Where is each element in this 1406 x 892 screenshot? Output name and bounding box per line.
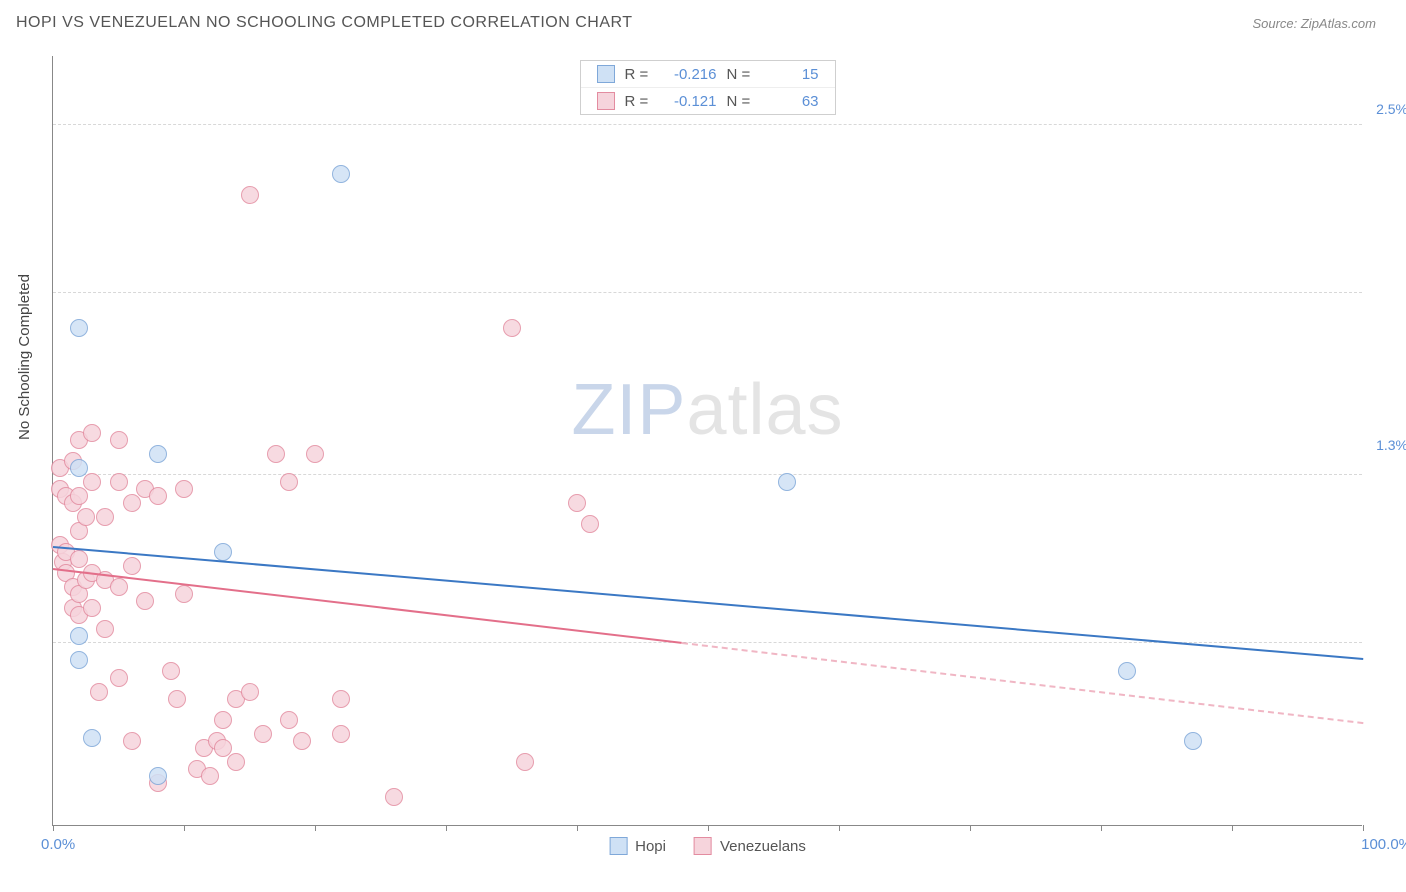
venezuelans-r-value: -0.121 [665,93,717,110]
venezuelans-point [123,494,141,512]
hopi-point [70,651,88,669]
venezuelans-point [149,487,167,505]
venezuelans-point [136,592,154,610]
watermark: ZIPatlas [571,369,843,451]
venezuelans-label: Venezuelans [720,838,806,855]
correlation-row-hopi: R = -0.216 N = 15 [581,61,835,87]
x-tick [184,825,185,831]
legend-item-venezuelans: Venezuelans [694,837,806,855]
chart-title: HOPI VS VENEZUELAN NO SCHOOLING COMPLETE… [16,14,633,32]
x-tick [970,825,971,831]
venezuelans-point [267,445,285,463]
venezuelans-point [227,753,245,771]
venezuelans-point [385,788,403,806]
venezuelans-point [77,508,95,526]
x-tick [839,825,840,831]
venezuelans-point [90,683,108,701]
venezuelans-point [175,585,193,603]
watermark-atlas: atlas [686,370,843,450]
gridline: 5.0% [53,124,1362,125]
venezuelans-point [110,578,128,596]
y-tick-label: 2.5% [1376,101,1406,117]
venezuelans-point [516,753,534,771]
hopi-point [778,473,796,491]
n-label: N = [727,93,757,110]
x-tick [708,825,709,831]
hopi-point [70,319,88,337]
y-axis-label: No Schooling Completed [16,274,33,440]
x-max-label: 100.0% [1361,836,1406,853]
venezuelans-swatch-icon [597,92,615,110]
venezuelans-point [241,186,259,204]
venezuelans-point [175,480,193,498]
venezuelans-point [293,732,311,750]
venezuelans-trendline [682,642,1363,724]
venezuelans-point [581,515,599,533]
hopi-point [1118,662,1136,680]
gridline: 3.8% [53,292,1362,293]
venezuelans-point [123,557,141,575]
venezuelans-point [332,690,350,708]
venezuelans-point [280,711,298,729]
hopi-point [214,543,232,561]
hopi-swatch-icon [609,837,627,855]
hopi-n-value: 15 [767,66,819,83]
r-label: R = [625,93,655,110]
source-name: ZipAtlas.com [1301,16,1376,31]
venezuelans-point [110,473,128,491]
scatter-plot: ZIPatlas R = -0.216 N = 15 R = -0.121 N … [52,56,1362,826]
venezuelans-point [503,319,521,337]
watermark-zip: ZIP [571,370,686,450]
venezuelans-point [96,620,114,638]
r-label: R = [625,66,655,83]
hopi-point [149,767,167,785]
correlation-legend: R = -0.216 N = 15 R = -0.121 N = 63 [580,60,836,115]
hopi-point [1184,732,1202,750]
x-tick [53,825,54,831]
venezuelans-point [162,662,180,680]
venezuelans-point [280,473,298,491]
hopi-label: Hopi [635,838,666,855]
venezuelans-point [83,424,101,442]
source-prefix: Source: [1252,16,1300,31]
series-legend: Hopi Venezuelans [609,837,806,855]
x-tick [315,825,316,831]
hopi-point [70,627,88,645]
venezuelans-point [83,599,101,617]
hopi-point [332,165,350,183]
venezuelans-point [96,508,114,526]
venezuelans-point [568,494,586,512]
x-tick [577,825,578,831]
hopi-point [83,729,101,747]
gridline: 2.5% [53,474,1362,475]
hopi-point [70,459,88,477]
legend-item-hopi: Hopi [609,837,666,855]
venezuelans-point [110,669,128,687]
source-attribution: Source: ZipAtlas.com [1252,16,1376,31]
y-tick-label: 1.3% [1376,437,1406,453]
x-tick [446,825,447,831]
correlation-row-venezuelans: R = -0.121 N = 63 [581,87,835,114]
x-tick [1232,825,1233,831]
venezuelans-point [168,690,186,708]
x-tick [1363,825,1364,831]
venezuelans-point [110,431,128,449]
venezuelans-point [332,725,350,743]
hopi-point [149,445,167,463]
venezuelans-n-value: 63 [767,93,819,110]
hopi-swatch-icon [597,65,615,83]
venezuelans-point [83,473,101,491]
venezuelans-point [123,732,141,750]
venezuelans-point [241,683,259,701]
venezuelans-swatch-icon [694,837,712,855]
n-label: N = [727,66,757,83]
x-tick [1101,825,1102,831]
venezuelans-point [214,711,232,729]
venezuelans-point [254,725,272,743]
venezuelans-point [70,487,88,505]
venezuelans-point [201,767,219,785]
hopi-r-value: -0.216 [665,66,717,83]
venezuelans-point [306,445,324,463]
x-min-label: 0.0% [41,836,75,853]
